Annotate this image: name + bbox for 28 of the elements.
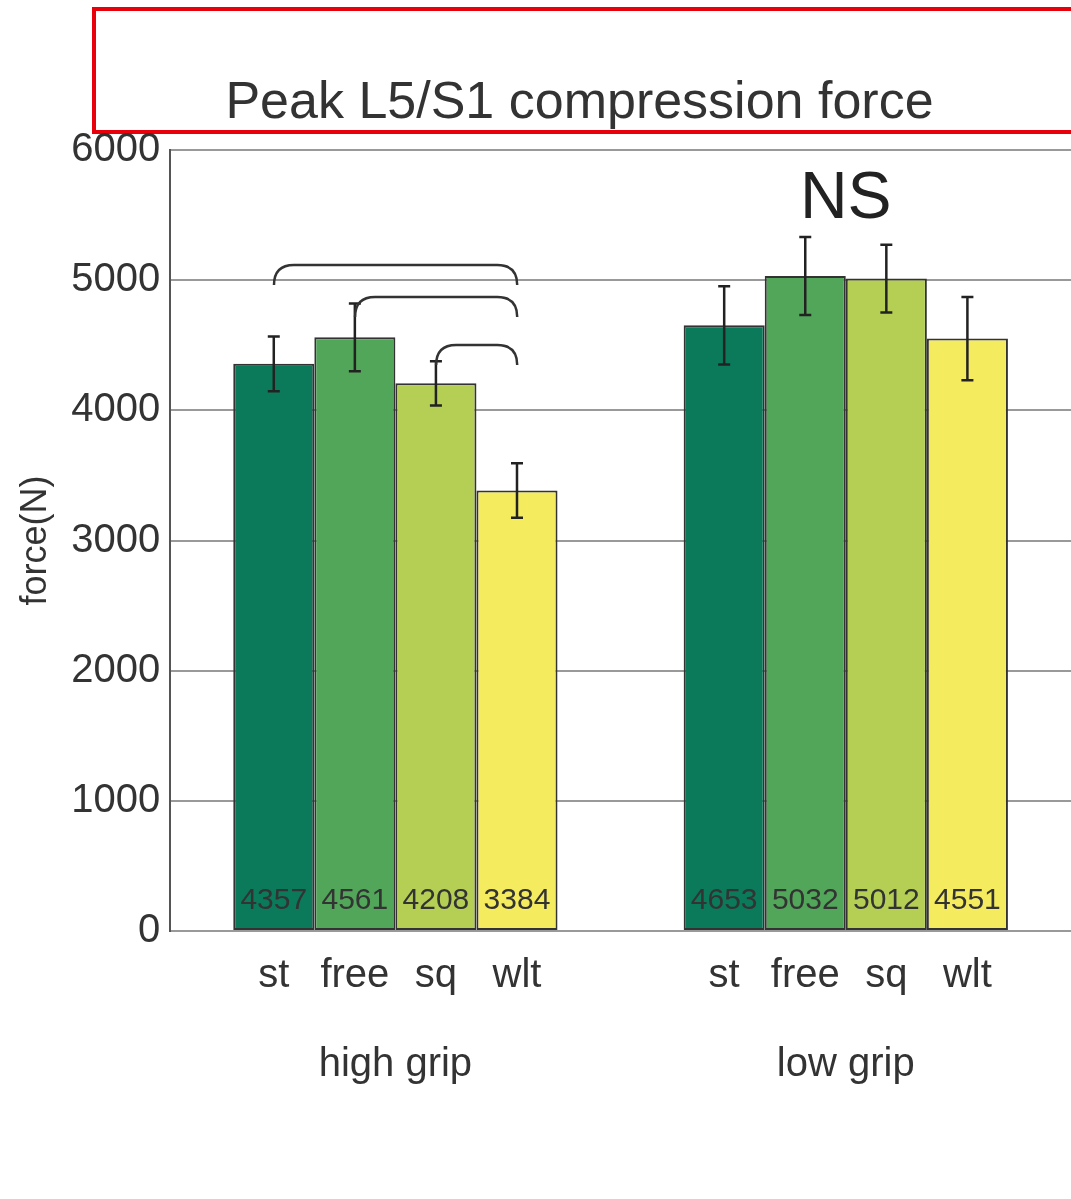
y-tick-label: 1000 — [71, 775, 161, 820]
data-label: 5012 — [852, 882, 920, 916]
chart-title: Peak L5/S1 compression force — [225, 71, 934, 129]
text: wlt — [942, 951, 992, 996]
x-tick-label: high grip — [318, 1040, 473, 1085]
text: free — [770, 951, 840, 996]
text: st — [708, 951, 740, 996]
y-tick-label: 5000 — [71, 255, 161, 300]
y-axis-title: force(N) — [12, 475, 54, 606]
data-label: 4561 — [321, 882, 389, 916]
annotation: NS — [799, 158, 892, 233]
y-tick-label: 2000 — [71, 645, 161, 690]
data-label: 4551 — [934, 882, 1001, 916]
series-label: free — [320, 951, 390, 996]
data-label: 4653 — [690, 882, 758, 916]
x-tick-label: low grip — [776, 1040, 915, 1085]
text: sq — [865, 951, 908, 996]
series-label: sq — [414, 951, 458, 996]
data-label: 5032 — [771, 882, 839, 916]
data-label: 4208 — [402, 882, 470, 916]
series-label: st — [258, 951, 290, 996]
series-label: wlt — [491, 951, 542, 996]
y-tick-label: 0 — [137, 906, 161, 951]
data-label: 4357 — [240, 882, 308, 916]
y-tick-label: 6000 — [71, 125, 161, 170]
data-label: 3384 — [483, 882, 551, 916]
y-tick-label: 4000 — [71, 385, 161, 430]
y-tick-label: 3000 — [71, 515, 161, 560]
